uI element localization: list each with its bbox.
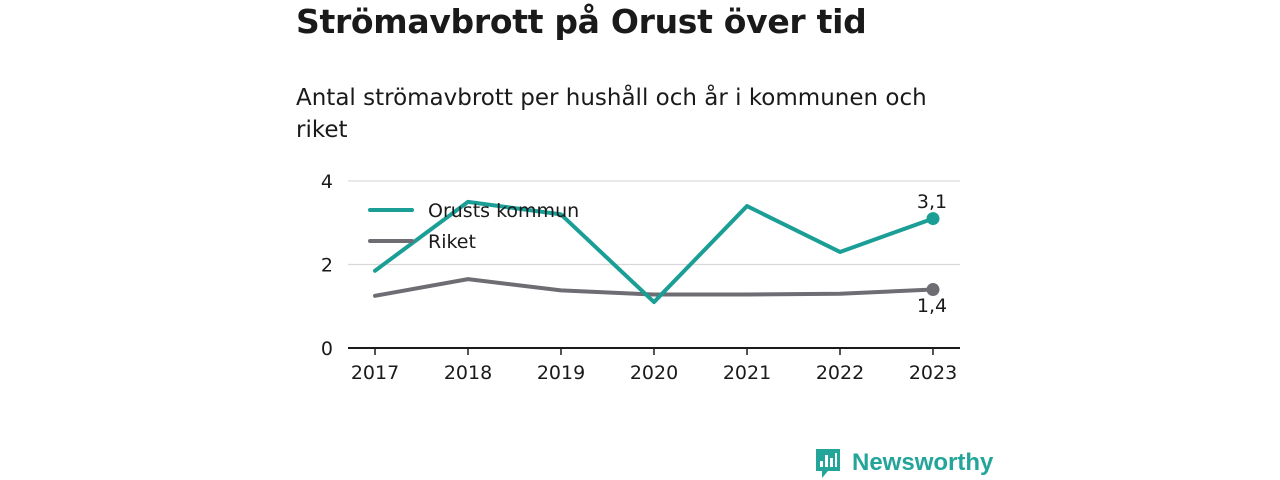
end-point-riket xyxy=(926,283,940,297)
legend: Orusts kommun Riket xyxy=(368,200,579,253)
series xyxy=(373,199,940,305)
x-tick-label: 2017 xyxy=(351,362,399,384)
chart-title: Strömavbrott på Orust över tid xyxy=(296,2,867,41)
grid: 0 2 4 2017 2018 2019 2020 2021 2022 2023 xyxy=(321,171,960,384)
x-tick-label: 2022 xyxy=(816,362,864,384)
x-tick-label: 2019 xyxy=(537,362,585,384)
y-tick-label: 2 xyxy=(321,255,333,277)
y-tick-label: 4 xyxy=(321,171,333,193)
series-line-orust xyxy=(373,199,935,305)
x-tick-label: 2018 xyxy=(444,362,492,384)
newsworthy-logo-icon xyxy=(816,449,840,478)
x-tick-label: 2021 xyxy=(723,362,771,384)
end-label-orust: 3,1 xyxy=(917,191,947,213)
legend-label-riket: Riket xyxy=(428,231,476,253)
series-line-riket xyxy=(373,277,935,298)
legend-label-orust: Orusts kommun xyxy=(428,200,579,222)
end-point-orust xyxy=(926,212,940,226)
end-labels: 3,1 1,4 xyxy=(917,191,947,317)
newsworthy-wordmark: Newsworthy xyxy=(852,449,994,476)
end-label-riket: 1,4 xyxy=(917,295,947,317)
y-tick-label: 0 xyxy=(321,338,333,360)
newsworthy-logo: Newsworthy xyxy=(814,446,993,480)
chart-subtitle: Antal strömavbrott per hushåll och år i … xyxy=(296,85,927,143)
x-tick-label: 2023 xyxy=(909,362,957,384)
x-tick-label: 2020 xyxy=(630,362,678,384)
